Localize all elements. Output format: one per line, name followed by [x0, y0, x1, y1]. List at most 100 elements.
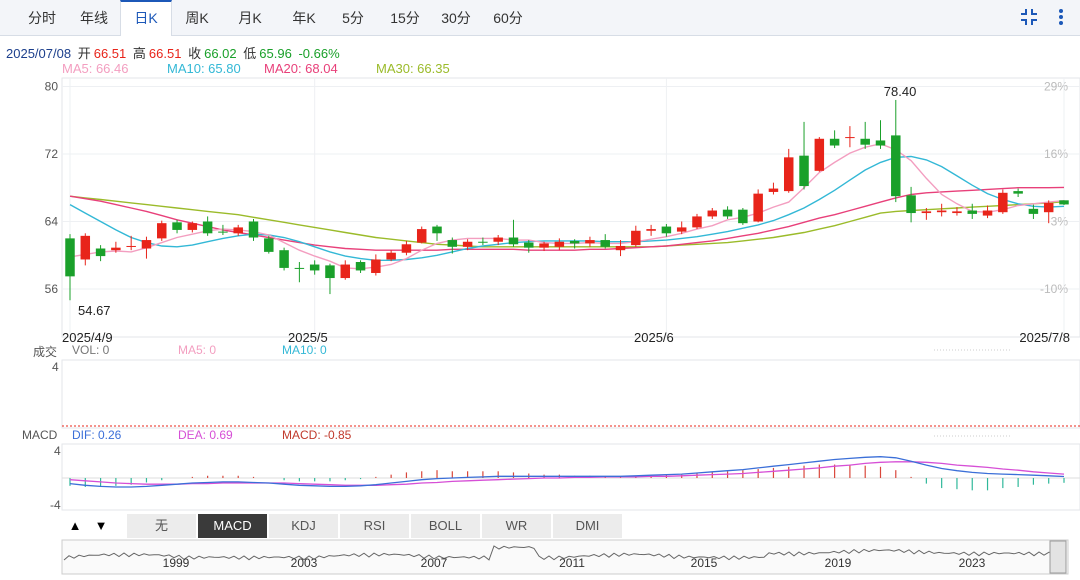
price-y-tick: 72	[45, 147, 59, 161]
candle-body	[447, 240, 458, 247]
indicator-button-5[interactable]: WR	[482, 514, 552, 538]
candle-body	[952, 211, 962, 214]
nav-down-arrow[interactable]: ▼	[94, 518, 108, 533]
candle-body	[524, 242, 534, 248]
indicator-button-0[interactable]: 无	[127, 514, 197, 538]
ma10-legend: MA10: 65.80	[167, 61, 241, 76]
candle-body	[111, 247, 121, 251]
quote-line: 2025/07/08 开 66.51 高 66.51 收 66.02 低 65.96 -…	[6, 43, 343, 62]
x-axis-date-label: 2025/6	[634, 330, 674, 345]
candle-body	[294, 267, 305, 269]
percent-y-tick: -10%	[1040, 282, 1068, 296]
indicator-button-4[interactable]: BOLL	[411, 514, 481, 538]
ma20-legend: MA20: 68.04	[264, 61, 338, 76]
percent-y-tick: 16%	[1044, 147, 1068, 161]
candle-body	[309, 264, 320, 271]
candle-body	[172, 222, 182, 230]
candle-body	[615, 245, 626, 251]
candle-body	[554, 241, 565, 247]
candle-body	[371, 259, 381, 273]
volume-ma5: MA5: 0	[178, 343, 217, 357]
tab-0[interactable]: 分时	[28, 10, 56, 26]
close-label: 收	[188, 46, 202, 61]
candle-body	[386, 252, 396, 260]
overview-range-handle	[1049, 540, 1067, 574]
macd-dif-line	[69, 456, 1065, 488]
candle-body	[631, 230, 641, 246]
candle-body	[738, 209, 748, 224]
tab-2[interactable]: 日K	[120, 0, 172, 36]
candle-body	[891, 135, 901, 197]
candle-body	[998, 192, 1008, 213]
tab-6[interactable]: 5分	[342, 10, 364, 26]
candle-body	[646, 229, 656, 231]
candle-body	[325, 265, 335, 279]
candle-body	[676, 227, 687, 232]
candle-body	[936, 210, 947, 213]
candle-body	[845, 137, 855, 139]
candle-body	[921, 211, 932, 214]
tab-8[interactable]: 30分	[441, 10, 471, 26]
ma30-legend: MA30: 66.35	[376, 61, 450, 76]
tab-9[interactable]: 60分	[493, 10, 523, 26]
candle-body	[722, 209, 733, 217]
indicator-button-3[interactable]: RSI	[340, 514, 410, 538]
overview-year-label: 1999	[163, 556, 190, 570]
indicator-button-2[interactable]: KDJ	[269, 514, 339, 538]
candle-body	[355, 262, 366, 271]
candle-body	[1059, 200, 1069, 205]
overview-year-label: 2015	[691, 556, 718, 570]
price-y-tick: 56	[45, 282, 59, 296]
candle-body	[126, 245, 136, 247]
max-price-label: 78.40	[884, 84, 917, 99]
macd-dea-line	[69, 461, 1065, 486]
x-axis-date-label: 2025/7/8	[1019, 330, 1070, 345]
more-vertical-icon[interactable]	[1050, 6, 1072, 28]
price-panel-frame	[61, 77, 1080, 338]
candle-body	[141, 240, 152, 249]
candle-body	[906, 195, 916, 214]
candle-body	[279, 250, 289, 268]
candle-body	[585, 240, 595, 244]
tab-5[interactable]: 年K	[292, 10, 316, 26]
candle-body	[829, 138, 840, 146]
tab-4[interactable]: 月K	[238, 10, 262, 26]
period-tab-bar: 分时 年线 日K 周K 月K 年K 5分 15分 30分 60分	[0, 0, 1080, 36]
tab-1[interactable]: 年线	[80, 10, 108, 26]
candle-body	[875, 140, 886, 146]
candle-body	[508, 237, 519, 245]
price-y-tick: 80	[45, 79, 59, 93]
open-value: 66.51	[93, 46, 127, 61]
volume-ma10: MA10: 0	[282, 343, 327, 357]
candle-body	[264, 238, 274, 252]
x-axis-date-label: 2025/5	[288, 330, 328, 345]
indicator-button-6[interactable]: DMI	[553, 514, 623, 538]
high-label: 高	[132, 46, 146, 61]
candle-body	[967, 210, 977, 214]
tab-3[interactable]: 周K	[185, 10, 209, 26]
collapse-icon[interactable]	[1018, 6, 1040, 28]
candle-body	[462, 241, 473, 247]
overview-year-label: 2023	[959, 556, 986, 570]
open-label: 开	[77, 46, 91, 61]
candle-body	[416, 229, 427, 243]
overview-sparkline	[63, 545, 1065, 561]
candle-body	[661, 226, 672, 234]
candle-body	[157, 223, 167, 239]
indicator-button-1[interactable]: MACD	[198, 514, 268, 538]
candle-body	[982, 210, 993, 216]
price-y-tick: 64	[45, 214, 59, 228]
overview-year-label: 2007	[421, 556, 448, 570]
quote-date: 2025/07/08	[6, 46, 72, 61]
candle-body	[860, 138, 870, 145]
candle-body	[539, 243, 549, 248]
macd-dif: DIF: 0.26	[72, 428, 122, 442]
candle-body	[692, 216, 702, 228]
tab-7[interactable]: 15分	[390, 10, 420, 26]
high-value: 66.51	[148, 46, 182, 61]
candle-body	[799, 155, 809, 187]
candle-body	[80, 235, 91, 260]
overview-year-label: 2011	[559, 556, 585, 570]
nav-up-arrow[interactable]: ▲	[68, 518, 82, 533]
